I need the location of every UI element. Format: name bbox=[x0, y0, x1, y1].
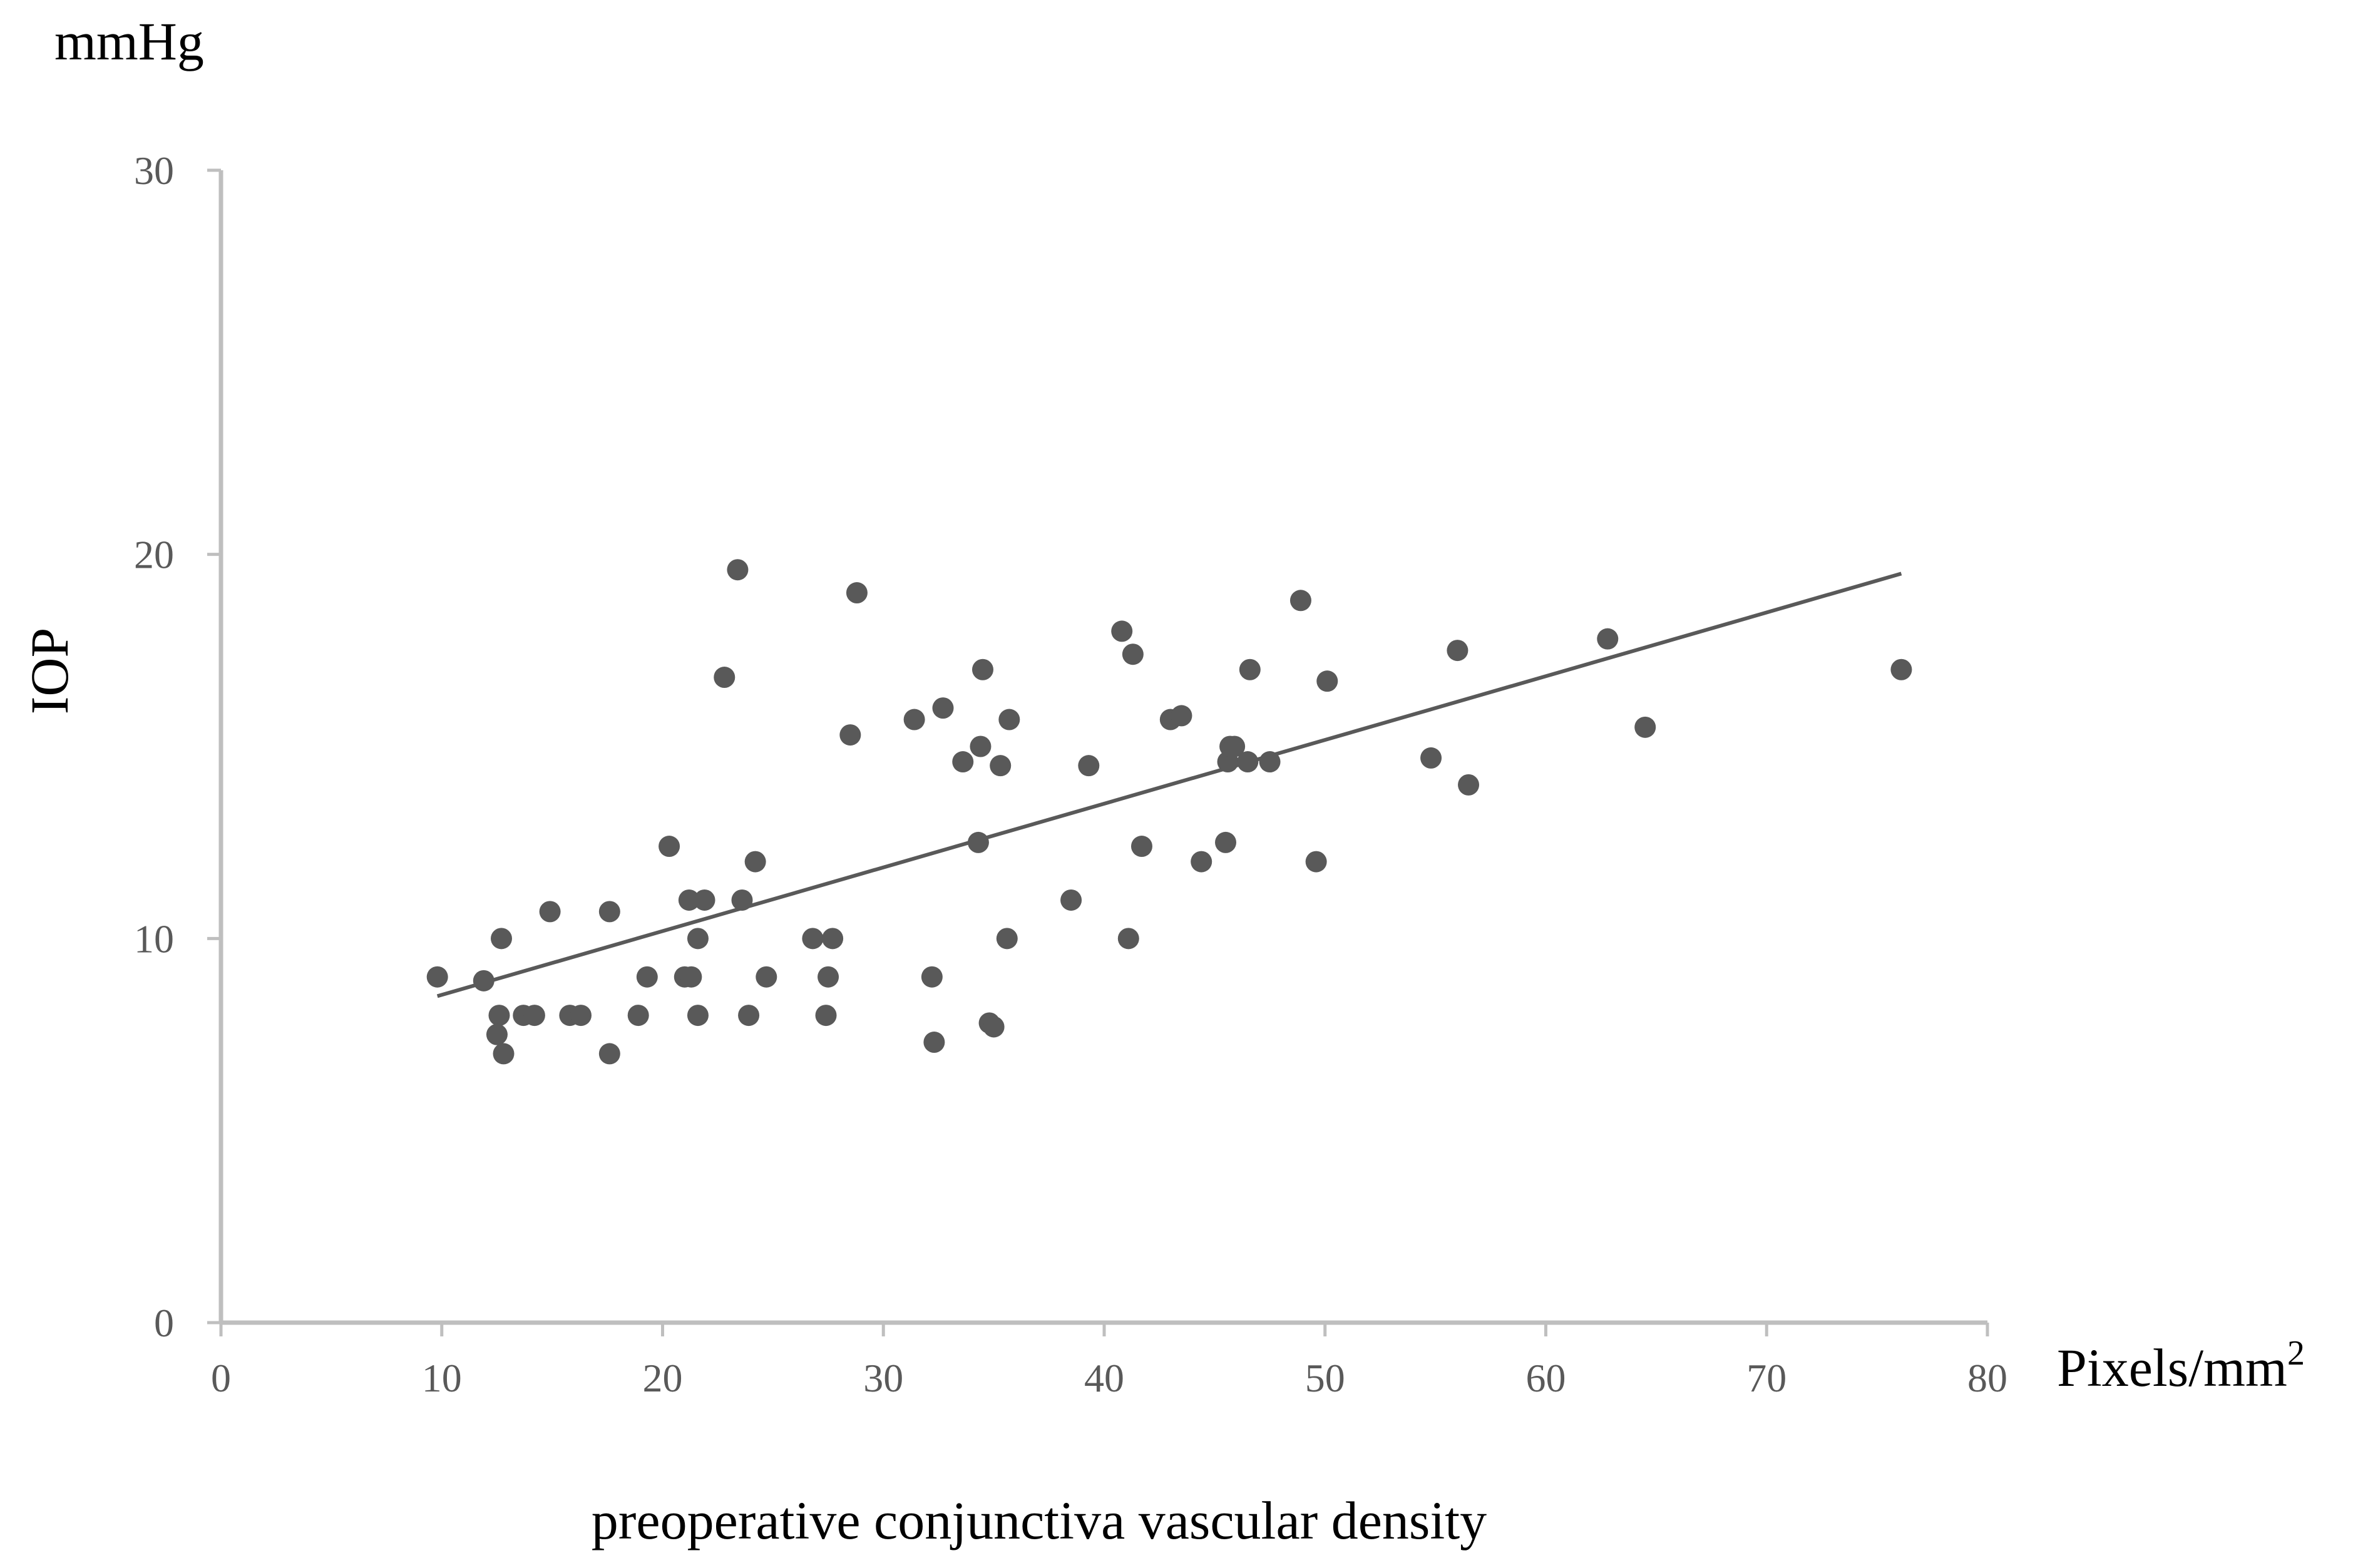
data-point bbox=[738, 1005, 760, 1027]
data-point bbox=[1316, 670, 1338, 692]
data-point bbox=[1117, 928, 1139, 950]
x-unit-base: Pixels/mm bbox=[2057, 1338, 2287, 1398]
x-tick-label: 60 bbox=[1526, 1356, 1566, 1400]
data-point bbox=[839, 724, 861, 746]
data-point bbox=[1289, 590, 1311, 612]
data-point bbox=[1597, 628, 1619, 650]
data-point bbox=[952, 751, 974, 773]
data-point bbox=[627, 1005, 649, 1027]
data-point bbox=[802, 928, 824, 950]
data-point bbox=[1890, 658, 1912, 680]
data-point bbox=[932, 697, 954, 719]
data-point bbox=[1224, 735, 1246, 757]
data-point bbox=[598, 901, 620, 923]
x-tick-label: 40 bbox=[1084, 1356, 1124, 1400]
data-point bbox=[967, 831, 989, 853]
data-point bbox=[1458, 774, 1480, 796]
data-point bbox=[426, 966, 448, 988]
data-point bbox=[818, 966, 839, 988]
data-point bbox=[923, 1032, 945, 1053]
x-tick-label: 10 bbox=[422, 1356, 462, 1400]
data-point bbox=[822, 928, 844, 950]
data-point bbox=[756, 966, 777, 988]
data-point bbox=[490, 928, 512, 950]
data-point bbox=[1239, 658, 1261, 680]
data-point bbox=[1259, 751, 1281, 773]
data-point bbox=[539, 901, 561, 923]
data-point bbox=[1171, 705, 1192, 727]
data-point bbox=[493, 1043, 515, 1065]
y-tick-label: 20 bbox=[134, 533, 174, 577]
data-point bbox=[846, 582, 868, 604]
data-point bbox=[570, 1005, 592, 1027]
data-point bbox=[983, 1016, 1005, 1038]
data-point bbox=[1237, 751, 1259, 773]
axes: 0 10 20 30 40 50 60 70 80 0 10 20 30 bbox=[134, 148, 2007, 1400]
trendline bbox=[436, 571, 1902, 998]
data-point bbox=[1215, 831, 1237, 853]
data-point bbox=[1078, 755, 1100, 777]
x-axis-label: preoperative conjunctiva vascular densit… bbox=[592, 1490, 1487, 1550]
y-tick-label: 0 bbox=[154, 1301, 174, 1345]
data-point bbox=[714, 667, 736, 689]
x-tick-label: 50 bbox=[1305, 1356, 1345, 1400]
data-point bbox=[971, 658, 993, 680]
data-point bbox=[1060, 889, 1082, 911]
y-unit-label: mmHg bbox=[54, 11, 204, 71]
data-point bbox=[678, 889, 700, 911]
data-point bbox=[744, 851, 766, 873]
x-unit-exponent: 2 bbox=[2287, 1334, 2305, 1373]
data-point bbox=[659, 836, 680, 858]
data-point bbox=[636, 966, 658, 988]
data-point bbox=[598, 1043, 620, 1065]
data-point bbox=[687, 928, 709, 950]
data-point bbox=[903, 709, 925, 730]
data-point bbox=[998, 709, 1020, 730]
data-points bbox=[426, 559, 1912, 1065]
data-point bbox=[1420, 747, 1442, 769]
data-point bbox=[1447, 640, 1469, 662]
data-point bbox=[1634, 716, 1656, 738]
y-tick-label: 30 bbox=[134, 148, 174, 193]
data-point bbox=[473, 970, 495, 992]
data-point bbox=[970, 735, 992, 757]
data-point bbox=[1111, 620, 1133, 642]
data-point bbox=[731, 889, 753, 911]
axis-ticks: 0 10 20 30 40 50 60 70 80 0 10 20 30 bbox=[134, 148, 2007, 1400]
x-tick-label: 80 bbox=[1967, 1356, 2007, 1400]
data-point bbox=[687, 1005, 709, 1027]
data-point bbox=[996, 928, 1018, 950]
x-tick-label: 0 bbox=[211, 1356, 231, 1400]
data-point bbox=[486, 1023, 508, 1045]
x-unit-label: Pixels/mm2 bbox=[2057, 1334, 2305, 1398]
data-point bbox=[921, 966, 943, 988]
data-point bbox=[523, 1005, 545, 1027]
data-point bbox=[727, 559, 749, 581]
data-point bbox=[694, 889, 715, 911]
data-point bbox=[488, 1005, 510, 1027]
data-point bbox=[1130, 836, 1152, 858]
x-tick-label: 70 bbox=[1746, 1356, 1786, 1400]
y-axis-label: IOP bbox=[19, 628, 79, 715]
data-point bbox=[1122, 643, 1144, 665]
data-point bbox=[1305, 851, 1327, 873]
x-tick-label: 30 bbox=[863, 1356, 903, 1400]
y-tick-label: 10 bbox=[134, 916, 174, 961]
data-point bbox=[815, 1005, 837, 1027]
x-tick-label: 20 bbox=[643, 1356, 683, 1400]
data-point bbox=[1191, 851, 1212, 873]
data-point bbox=[680, 966, 702, 988]
data-point bbox=[990, 755, 1012, 777]
